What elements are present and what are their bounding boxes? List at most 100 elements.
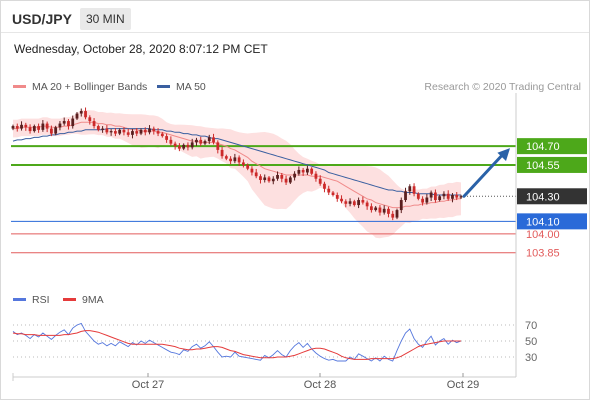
candle-body <box>24 124 28 128</box>
legend-rsi-label: RSI <box>32 294 50 306</box>
candle-body <box>75 113 79 119</box>
candle-body <box>139 129 143 134</box>
candle-body <box>237 157 241 163</box>
rsi-ma9-line <box>12 330 461 360</box>
candle-body <box>387 208 390 214</box>
candle-body <box>280 174 284 179</box>
candle-body <box>207 137 211 142</box>
candle-body <box>293 173 296 178</box>
legend-rsi: RSI <box>13 294 50 306</box>
legend-ma50: MA 50 <box>157 81 206 93</box>
candle-body <box>259 176 262 180</box>
candle-body <box>54 127 58 134</box>
rsi-tick-label: 50 <box>525 336 537 348</box>
level-label: 104.30 <box>526 191 560 203</box>
level-label-bg <box>517 156 587 173</box>
candle-body <box>160 133 164 137</box>
candle-body <box>92 121 96 127</box>
level-label-bg <box>517 213 587 230</box>
candle-body <box>152 128 156 132</box>
ma20-line <box>13 121 461 209</box>
candle-body <box>229 158 232 162</box>
x-tick-label: Oct 28 <box>304 379 336 391</box>
candle-body <box>361 200 365 203</box>
candle-body <box>67 121 70 127</box>
candle-body <box>271 178 275 182</box>
rsi-tick-label: 30 <box>525 352 537 364</box>
level-103-85: 103.85 <box>11 248 560 260</box>
candle-body <box>254 172 258 177</box>
candle-body <box>109 131 113 133</box>
legend-ma20: MA 20 + Bollinger Bands <box>13 81 147 93</box>
candle-body <box>79 111 83 114</box>
candle-body <box>408 186 412 192</box>
candle-body <box>203 141 207 144</box>
candle-body <box>434 192 437 201</box>
candle-body <box>416 193 420 199</box>
candle-body <box>344 201 348 204</box>
legend-9ma-label: 9MA <box>82 294 104 306</box>
legend-rsi-swatch <box>13 297 26 301</box>
candle-body <box>224 156 228 159</box>
candle-body <box>37 126 40 130</box>
candle-body <box>421 198 424 203</box>
candle-body <box>348 201 352 204</box>
legend-ma20-label: MA 20 + Bollinger Bands <box>32 81 148 93</box>
candle-body <box>310 168 314 174</box>
level-104-70: 104.70 <box>11 138 587 155</box>
date-label: Wednesday, October 28, 2020 8:07:12 PM C… <box>14 42 268 56</box>
candle-body <box>122 129 126 133</box>
candle-body <box>399 200 403 211</box>
symbol-title: USD/JPY <box>12 11 72 27</box>
candle-body <box>186 144 190 148</box>
x-tick-label: Oct 27 <box>132 379 164 391</box>
candle-body <box>318 178 322 184</box>
candle-body <box>374 207 378 211</box>
candle-body <box>327 188 331 193</box>
level-label-bg <box>517 138 587 155</box>
ma50-line <box>12 128 461 196</box>
level-label-bg <box>517 188 587 205</box>
candle-body <box>50 128 53 134</box>
candle-body <box>365 202 369 207</box>
candle-body <box>446 193 450 199</box>
timeframe-badge[interactable]: 30 MIN <box>80 8 131 30</box>
candle-body <box>455 195 459 198</box>
candle-body <box>41 123 45 130</box>
candle-body <box>391 213 395 218</box>
candle-body <box>429 192 433 198</box>
candle-body <box>301 169 305 173</box>
level-104-10: 104.10 <box>11 213 587 230</box>
candle-body <box>15 126 19 129</box>
candle-body <box>71 118 75 127</box>
candle-body <box>323 183 326 189</box>
candle-body <box>195 139 198 143</box>
candle-body <box>306 168 309 173</box>
candle-body <box>45 123 49 129</box>
candle-body <box>335 195 339 199</box>
candle-body <box>156 131 160 134</box>
candle-body <box>88 117 92 122</box>
candle-body <box>114 131 117 134</box>
candle-body <box>143 129 147 133</box>
candle-body <box>118 129 122 134</box>
candle-body <box>173 143 177 147</box>
candle-body <box>148 128 151 133</box>
candle-body <box>314 173 318 179</box>
rsi-panel: 70 50 30 <box>12 320 537 364</box>
candle-body <box>459 196 463 198</box>
candle-body <box>242 162 245 165</box>
credit-text: Research © 2020 Trading Central <box>424 81 581 93</box>
candle-body <box>438 196 442 201</box>
candle-body <box>233 157 237 162</box>
level-104-00: 104.00 <box>11 229 560 241</box>
candle-body <box>378 207 382 213</box>
rsi-tick-label: 70 <box>525 320 537 332</box>
candle-body <box>62 121 66 124</box>
projection-arrow <box>462 151 506 198</box>
candle-body <box>20 124 23 129</box>
candle-body <box>216 142 220 150</box>
candle-body <box>96 126 100 130</box>
candle-body <box>370 206 373 211</box>
